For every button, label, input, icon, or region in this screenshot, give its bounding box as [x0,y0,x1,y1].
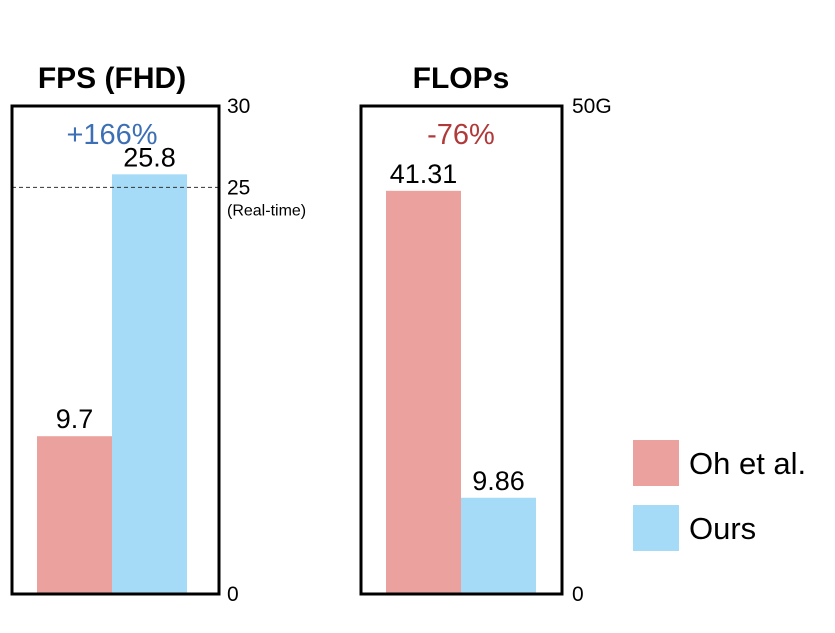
data-label-1-0: 41.31 [390,159,458,189]
legend-label-1: Ours [689,511,756,546]
y-tick-label-1-0: 0 [572,583,584,606]
y-tick-label-0-0: 0 [227,583,239,606]
bar-0-1 [112,174,187,594]
chart-title-1: FLOPs [413,62,510,95]
change-annotation-0: +166% [66,119,157,151]
plot-frame-1 [359,104,564,596]
bar-1-0 [386,190,461,595]
plot-frame-0 [10,104,221,596]
y-tick-label-0-1: 25 [227,176,250,199]
legend-swatch-1 [633,505,679,551]
bar-1-1 [461,497,536,594]
data-label-0-1: 25.8 [123,142,176,172]
legend-label-0: Oh et al. [689,446,806,481]
data-label-1-1: 9.86 [472,466,525,496]
y-tick-label-1-1: 50G [572,95,612,118]
y-tick-sublabel-0-1: (Real-time) [227,202,306,219]
legend-swatch-0 [633,440,679,486]
y-tick-label-0-2: 30 [227,95,250,118]
chart-title-0: FPS (FHD) [38,62,186,95]
data-label-0-0: 9.7 [56,404,94,434]
bar-0-0 [37,436,112,594]
change-annotation-1: -76% [427,119,495,151]
